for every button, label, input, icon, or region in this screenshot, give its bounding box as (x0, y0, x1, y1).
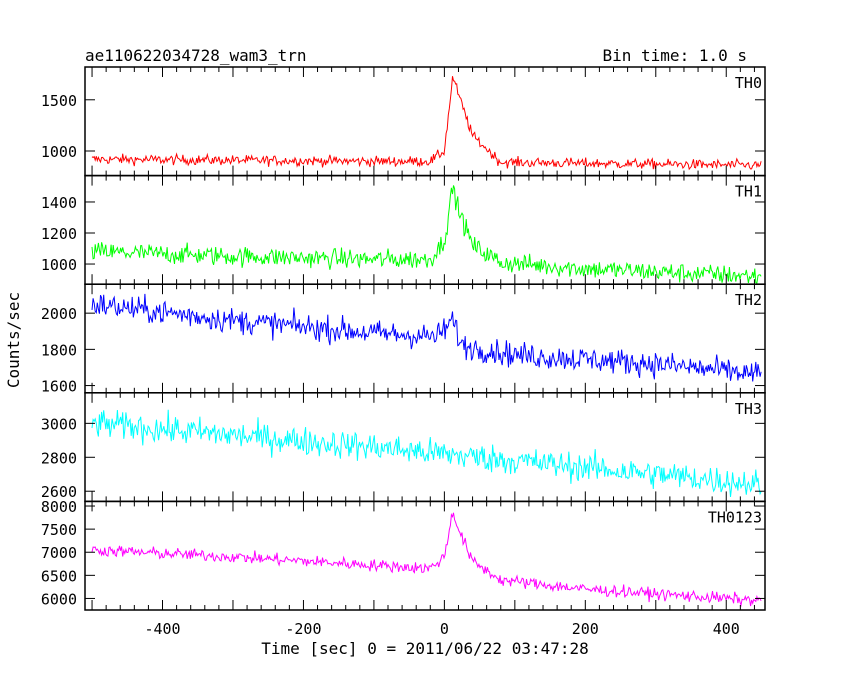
y-tick-label: 6000 (41, 590, 77, 608)
series-label-th0: TH0 (735, 74, 762, 92)
x-tick-label: 400 (713, 620, 740, 638)
x-axis: -400 -200 0 200 400 (144, 620, 739, 638)
panel-th2: 1600 1800 2000 TH2 (41, 283, 766, 396)
y-tick-label: 8000 (41, 498, 77, 516)
y-tick-label: 1000 (41, 143, 77, 161)
y-tick-label: 7500 (41, 521, 77, 539)
y-tick-label: 7000 (41, 544, 77, 562)
y-tick-label: 1500 (41, 92, 77, 110)
x-tick-label: 0 (440, 620, 449, 638)
y-tick-label: 1600 (41, 378, 77, 396)
panel-frame (84, 283, 766, 394)
panel-frame (84, 392, 766, 503)
series-line-th3 (91, 409, 762, 497)
y-tick-label: 1400 (41, 194, 77, 212)
series-label-th0123: TH0123 (708, 508, 762, 526)
chart-title: ae110622034728_wam3_trn (85, 46, 307, 65)
series-label-th2: TH2 (735, 291, 762, 309)
y-tick-label: 2600 (41, 483, 77, 501)
series-label-th3: TH3 (735, 400, 762, 418)
y-tick-label: 2800 (41, 449, 77, 467)
y-tick-label: 1200 (41, 225, 77, 243)
panel-frame (84, 500, 766, 611)
panels-group: 1000 1500 TH0 1000 1200 1400 TH1 1600 1800 2000 TH… (41, 66, 766, 611)
x-axis-label: Time [sec] 0 = 2011/06/22 03:47:28 (261, 639, 589, 658)
series-line-th0123 (91, 512, 762, 608)
series-line-th2 (91, 293, 762, 382)
panel-th0: 1000 1500 TH0 (41, 66, 766, 177)
panel-th3: 2600 2800 3000 TH3 (41, 392, 766, 503)
bin-time-label: Bin time: 1.0 s (603, 46, 748, 65)
series-line-th1 (91, 185, 762, 284)
panel-frame (84, 66, 766, 177)
y-tick-label: 2000 (41, 305, 77, 323)
x-tick-label: 200 (572, 620, 599, 638)
panel-th0123: 6000 6500 7000 7500 8000 TH0123 (41, 498, 766, 611)
x-tick-label: -400 (144, 620, 180, 638)
series-line-th0 (91, 76, 762, 171)
y-tick-label: 6500 (41, 567, 77, 585)
y-tick-label: 3000 (41, 415, 77, 433)
series-label-th1: TH1 (735, 183, 762, 201)
y-tick-label: 1000 (41, 256, 77, 274)
y-axis-label: Counts/sec (4, 292, 23, 388)
panel-th1: 1000 1200 1400 TH1 (41, 174, 766, 285)
y-tick-label: 1800 (41, 341, 77, 359)
x-tick-label: -200 (285, 620, 321, 638)
